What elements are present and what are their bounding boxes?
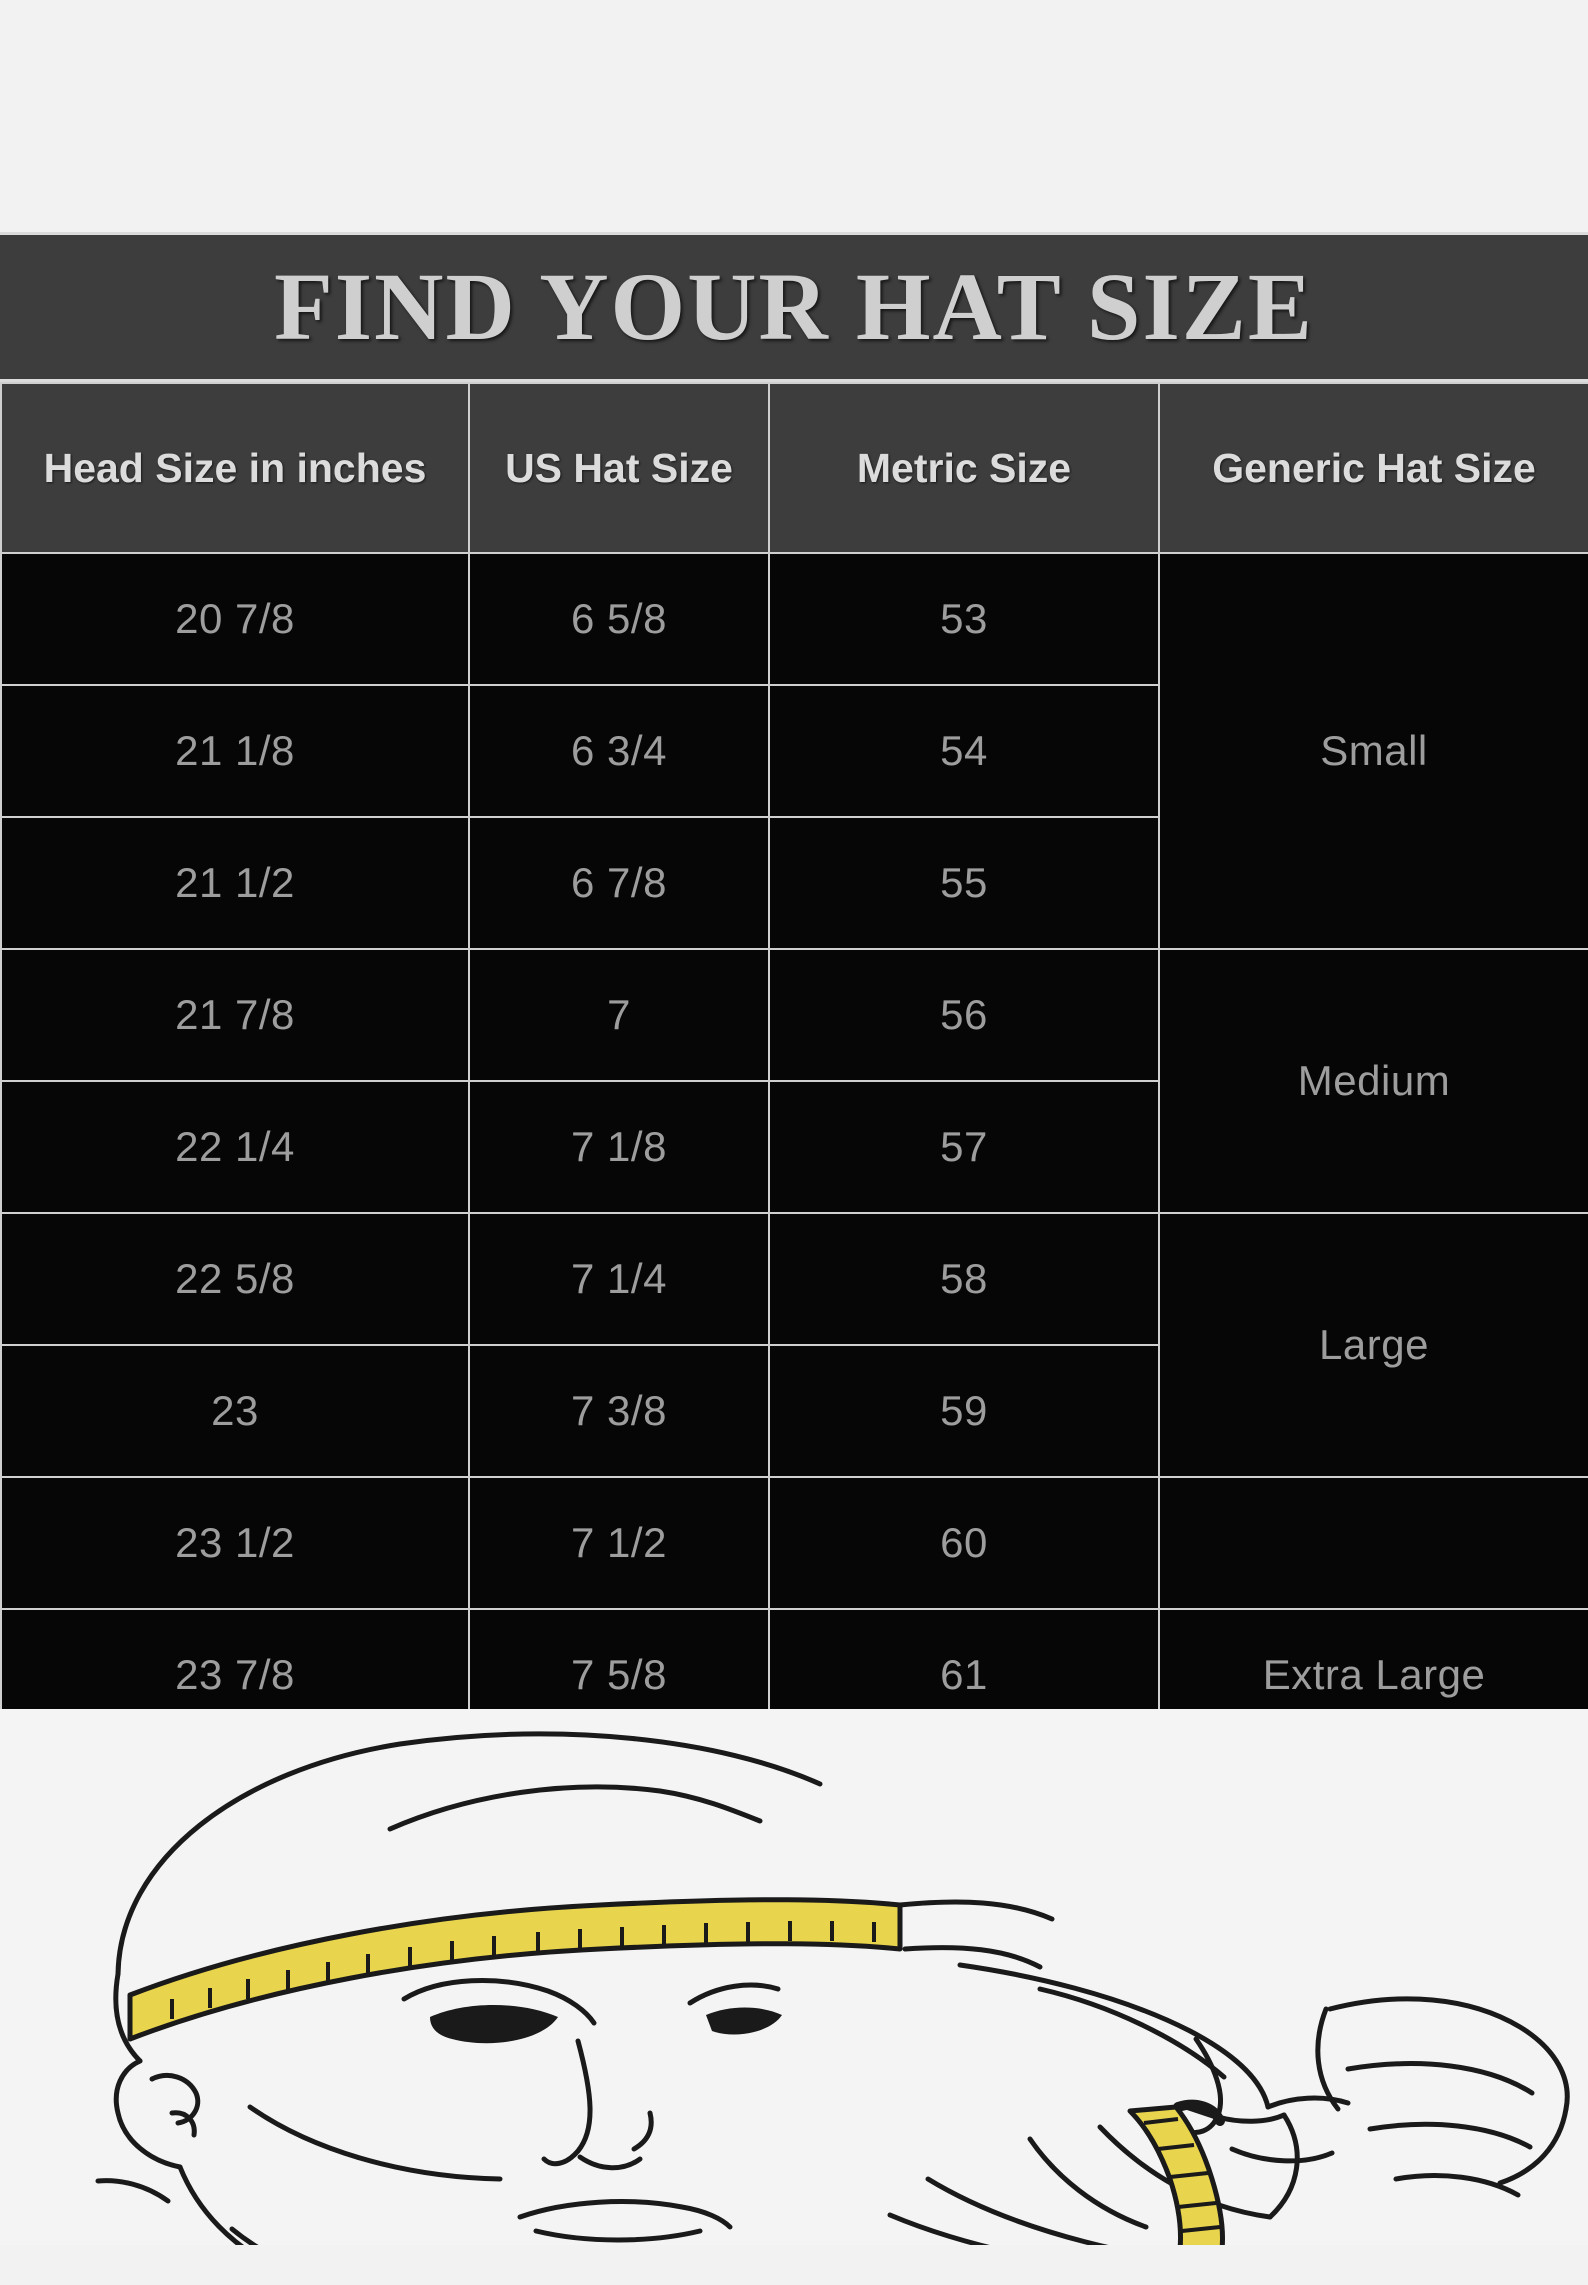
cell-head-size-inches: 21 7/8: [0, 948, 470, 1082]
table-row: 20 7/8 6 5/8 53 Small: [0, 552, 1588, 950]
cell-us-hat-size: 6 5/8: [468, 552, 770, 686]
cell-head-size-inches: 21 1/8: [0, 684, 470, 818]
cell-head-size-inches: 22 1/4: [0, 1080, 470, 1214]
cell-head-size-inches: 22 5/8: [0, 1212, 470, 1346]
cell-us-hat-size: 7 1/8: [468, 1080, 770, 1214]
table-row: 23 1/2 7 1/2 60: [0, 1476, 1588, 1610]
table-row: 21 1/2 6 7/8 55: [0, 816, 1588, 950]
cell-metric-size: 60: [768, 1476, 1160, 1610]
hat-size-table: Head Size in inches US Hat Size Metric S…: [0, 382, 1588, 1742]
tape-end-tick-marks: [1143, 2117, 1221, 2233]
cell-us-hat-size: 7: [468, 948, 770, 1082]
table-row: 21 7/8 7 56 Medium: [0, 948, 1588, 1214]
cell-us-hat-size: 6 3/4: [468, 684, 770, 818]
column-header-us-hat-size: US Hat Size: [468, 382, 770, 554]
head-measurement-illustration: [0, 1709, 1588, 2285]
page-title: FIND YOUR HAT SIZE: [274, 253, 1314, 360]
front-measuring-tape: [127, 1897, 903, 2042]
cell-metric-size: 54: [768, 684, 1160, 818]
cell-head-size-inches: 23 1/2: [0, 1476, 470, 1610]
table-row: 21 1/8 6 3/4 54: [0, 684, 1588, 818]
cell-generic-hat-size-medium: Medium: [1158, 948, 1588, 1214]
top-margin: [0, 0, 1588, 232]
size-chart-card: FIND YOUR HAT SIZE Head Size in inches U…: [0, 232, 1588, 1742]
cell-head-size-inches: 23: [0, 1344, 470, 1478]
cell-metric-size: 59: [768, 1344, 1160, 1478]
table-header: Head Size in inches US Hat Size Metric S…: [0, 382, 1588, 554]
cell-metric-size: 56: [768, 948, 1160, 1082]
cell-metric-size: 53: [768, 552, 1160, 686]
table-header-row: Head Size in inches US Hat Size Metric S…: [0, 382, 1588, 554]
table-row: 23 7 3/8 59: [0, 1344, 1588, 1478]
cell-us-hat-size: 7 3/8: [468, 1344, 770, 1478]
cell-generic-hat-size-large: Large: [1158, 1212, 1588, 1478]
cell-us-hat-size: 7 1/2: [468, 1476, 770, 1610]
cell-generic-hat-size-small: Small: [1158, 552, 1588, 950]
table-row: 22 5/8 7 1/4 58 Large: [0, 1212, 1588, 1478]
cell-head-size-inches: 20 7/8: [0, 552, 470, 686]
chart-title-band: FIND YOUR HAT SIZE: [0, 232, 1588, 382]
bottom-margin: [0, 2245, 1588, 2285]
table-row: 22 1/4 7 1/8 57: [0, 1080, 1588, 1214]
cell-us-hat-size: 7 1/4: [468, 1212, 770, 1346]
cell-metric-size: 55: [768, 816, 1160, 950]
table-body: 20 7/8 6 5/8 53 Small 21 1/8 6 3/4 54 21…: [0, 552, 1588, 1742]
cell-us-hat-size: 6 7/8: [468, 816, 770, 950]
cell-generic-hat-size-blank: [1158, 1476, 1588, 1610]
column-header-generic-hat-size: Generic Hat Size: [1158, 382, 1588, 554]
tape-tick-marks: [170, 1921, 876, 2019]
cell-metric-size: 58: [768, 1212, 1160, 1346]
column-header-head-size-inches: Head Size in inches: [0, 382, 470, 554]
cell-metric-size: 57: [768, 1080, 1160, 1214]
front-head-outline: [95, 1731, 823, 2285]
cell-head-size-inches: 21 1/2: [0, 816, 470, 950]
column-header-metric-size: Metric Size: [768, 382, 1160, 554]
